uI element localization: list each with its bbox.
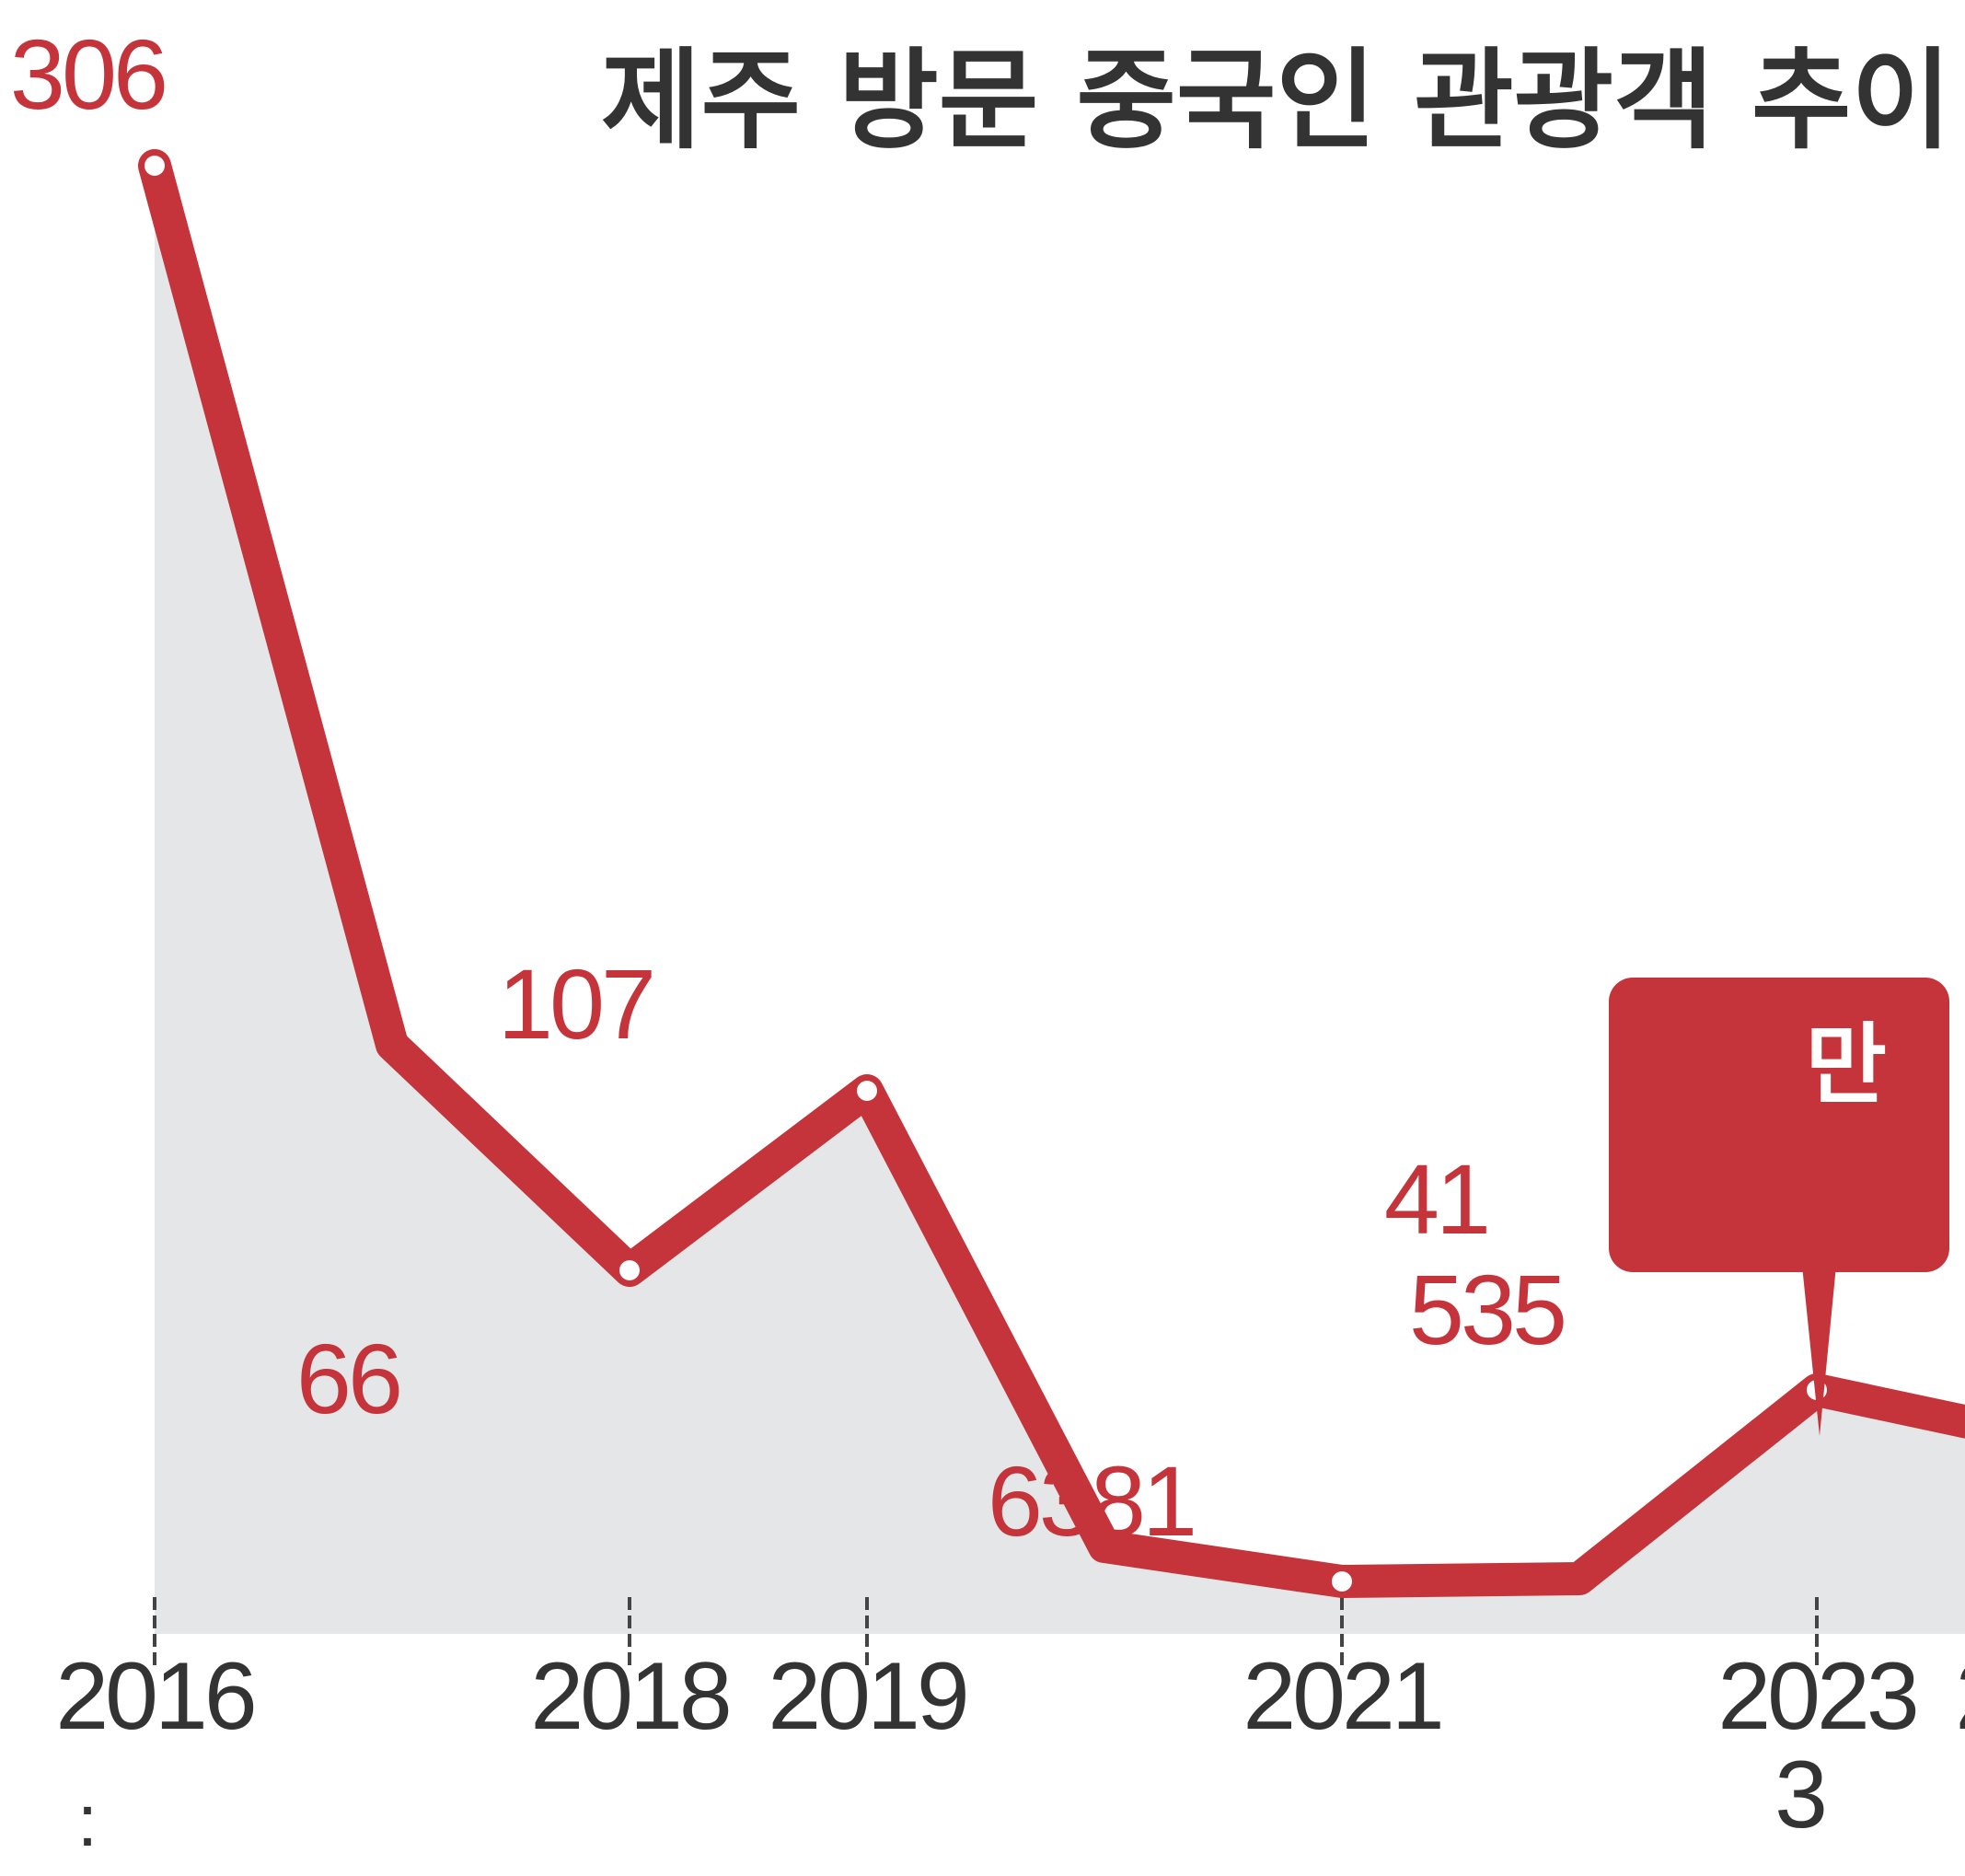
series-line — [138, 149, 1965, 1598]
callout-rect — [1609, 978, 1949, 1272]
callout-label: 만 — [1806, 1013, 1887, 1117]
chart-title: 제주 방문 중국인 관광객 추이 — [601, 37, 1951, 164]
footnote-2024: 3 — [1774, 1742, 1824, 1848]
x-tick-label-2016: 2016 — [55, 1643, 254, 1750]
callout-box: 만 — [1609, 978, 1949, 1436]
value-label-2021: 6381 — [988, 1445, 1194, 1557]
x-tick-label-2018: 2018 — [530, 1643, 729, 1750]
x-tick-label-2023: 2023 — [1717, 1643, 1916, 1750]
data-point-2021 — [1332, 1571, 1352, 1592]
x-tick-labels: 2016 2018 2019 2021 2023 2024 — [55, 1643, 1965, 1750]
value-labels: 306 66 107 6381 41 535 — [10, 18, 1567, 1557]
x-axis-ticks — [153, 1597, 1819, 1671]
data-point-2016 — [144, 156, 165, 176]
value-label-2016: 306 — [10, 18, 165, 130]
data-point-2018 — [619, 1260, 640, 1280]
value-label-2018: 66 — [296, 1323, 399, 1434]
source-mark: : — [77, 1779, 98, 1861]
area-fill — [155, 166, 1965, 1634]
value-label-2023: 41 535 — [1384, 1143, 1564, 1365]
x-tick-label-2024: 2024 — [1955, 1643, 1965, 1750]
x-tick-label-2019: 2019 — [768, 1643, 965, 1750]
callout-pointer — [1802, 1266, 1836, 1436]
value-label-2019: 107 — [498, 948, 653, 1060]
data-point-2019 — [857, 1081, 877, 1101]
x-tick-label-2021: 2021 — [1243, 1643, 1440, 1750]
